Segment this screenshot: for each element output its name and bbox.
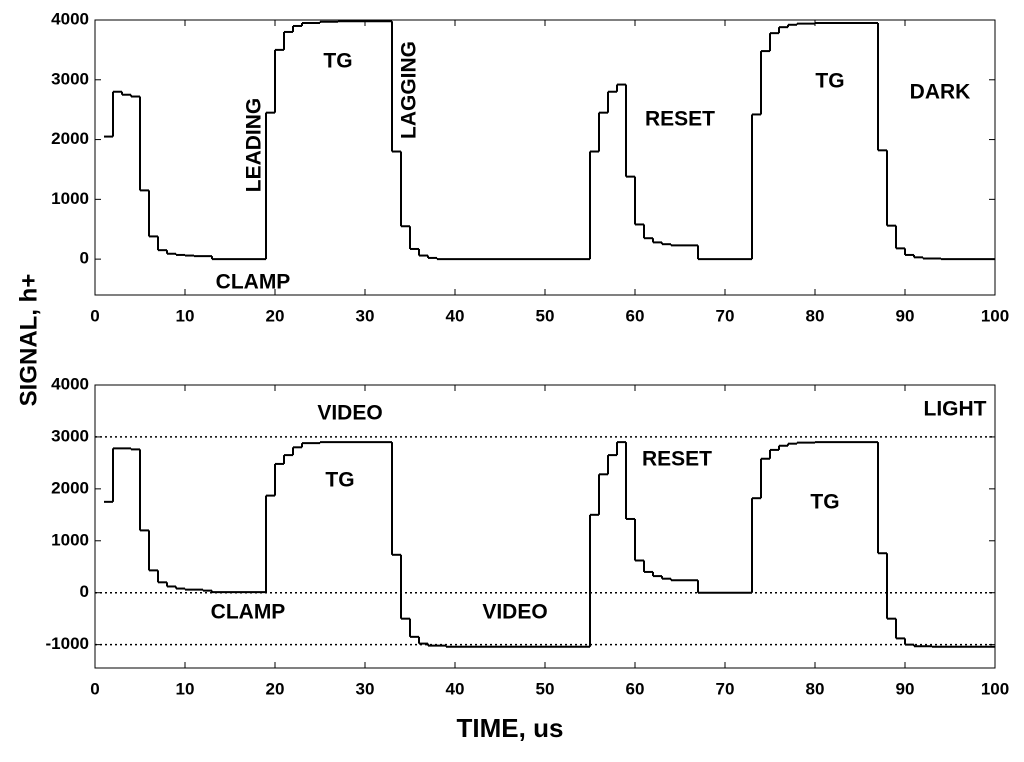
x-tick-label: 70 xyxy=(716,306,735,325)
x-tick-label: 50 xyxy=(536,679,555,698)
y-tick-label: 3000 xyxy=(51,69,89,88)
annotation: TG xyxy=(325,469,354,492)
x-tick-label: 80 xyxy=(806,306,825,325)
annotation: RESET xyxy=(642,448,712,471)
y-tick-label: 1000 xyxy=(51,189,89,208)
y-tick-label: 3000 xyxy=(51,426,89,445)
x-tick-label: 100 xyxy=(981,679,1009,698)
annotation: TG xyxy=(815,70,844,93)
annotation: RESET xyxy=(645,108,715,131)
x-tick-label: 40 xyxy=(446,306,465,325)
y-tick-label: 4000 xyxy=(51,9,89,28)
x-tick-label: 100 xyxy=(981,306,1009,325)
x-tick-label: 50 xyxy=(536,306,555,325)
annotation: LIGHT xyxy=(924,398,987,421)
annotation: TG xyxy=(323,50,352,73)
x-tick-label: 10 xyxy=(176,679,195,698)
y-tick-label: 0 xyxy=(80,249,89,268)
x-tick-label: 10 xyxy=(176,306,195,325)
y-tick-label: 2000 xyxy=(51,478,89,497)
y-tick-label: 0 xyxy=(80,582,89,601)
x-tick-label: 70 xyxy=(716,679,735,698)
x-tick-label: 0 xyxy=(90,679,99,698)
x-tick-label: 80 xyxy=(806,679,825,698)
annotation: LAGGING xyxy=(398,41,421,139)
x-axis-label: TIME, us xyxy=(457,713,564,743)
x-tick-label: 90 xyxy=(896,679,915,698)
y-tick-label: 1000 xyxy=(51,530,89,549)
y-tick-label: 2000 xyxy=(51,129,89,148)
x-tick-label: 60 xyxy=(626,306,645,325)
x-tick-label: 20 xyxy=(266,679,285,698)
y-tick-label: 4000 xyxy=(51,374,89,393)
x-tick-label: 40 xyxy=(446,679,465,698)
annotation: CLAMP xyxy=(211,601,286,624)
y-axis-label: SIGNAL, h+ xyxy=(15,274,42,407)
annotation: DARK xyxy=(910,81,971,104)
annotation: CLAMP xyxy=(216,271,291,294)
annotation: LEADING xyxy=(243,98,266,193)
x-tick-label: 60 xyxy=(626,679,645,698)
y-tick-label: -1000 xyxy=(46,634,89,653)
x-tick-label: 90 xyxy=(896,306,915,325)
axes-box xyxy=(94,384,996,669)
axes-box xyxy=(94,19,996,296)
x-tick-label: 0 xyxy=(90,306,99,325)
x-tick-label: 20 xyxy=(266,306,285,325)
x-tick-label: 30 xyxy=(356,306,375,325)
x-tick-label: 30 xyxy=(356,679,375,698)
annotation: VIDEO xyxy=(317,402,382,425)
annotation: VIDEO xyxy=(482,601,547,624)
annotation: TG xyxy=(810,491,839,514)
